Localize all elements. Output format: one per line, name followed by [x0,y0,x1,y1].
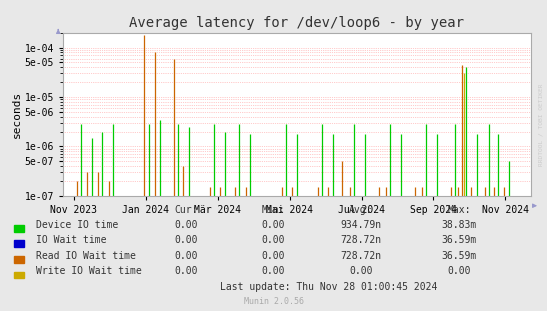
Text: 0.00: 0.00 [174,235,197,245]
Title: Average latency for /dev/loop6 - by year: Average latency for /dev/loop6 - by year [129,16,464,30]
Text: Device IO time: Device IO time [36,220,118,230]
Text: 36.59m: 36.59m [442,251,477,261]
Text: 0.00: 0.00 [350,266,373,276]
Text: Avg:: Avg: [350,205,373,215]
Text: 0.00: 0.00 [174,220,197,230]
Text: 0.00: 0.00 [262,220,285,230]
Text: Cur:: Cur: [174,205,197,215]
Text: 728.72n: 728.72n [340,235,382,245]
Text: 728.72n: 728.72n [340,251,382,261]
Text: 0.00: 0.00 [262,235,285,245]
Text: RRDTOOL / TOBI OETIKER: RRDTOOL / TOBI OETIKER [538,83,543,166]
Text: 0.00: 0.00 [174,251,197,261]
Y-axis label: seconds: seconds [11,91,22,138]
Text: 0.00: 0.00 [174,266,197,276]
Text: 934.79n: 934.79n [340,220,382,230]
Text: Max:: Max: [448,205,471,215]
Text: 0.00: 0.00 [262,251,285,261]
Text: Read IO Wait time: Read IO Wait time [36,251,136,261]
Text: Munin 2.0.56: Munin 2.0.56 [243,297,304,306]
Text: 36.59m: 36.59m [442,235,477,245]
Text: 38.83m: 38.83m [442,220,477,230]
Text: Min:: Min: [262,205,285,215]
Text: IO Wait time: IO Wait time [36,235,106,245]
Text: Last update: Thu Nov 28 01:00:45 2024: Last update: Thu Nov 28 01:00:45 2024 [219,282,437,292]
Text: 0.00: 0.00 [448,266,471,276]
Text: Write IO Wait time: Write IO Wait time [36,266,141,276]
Text: 0.00: 0.00 [262,266,285,276]
